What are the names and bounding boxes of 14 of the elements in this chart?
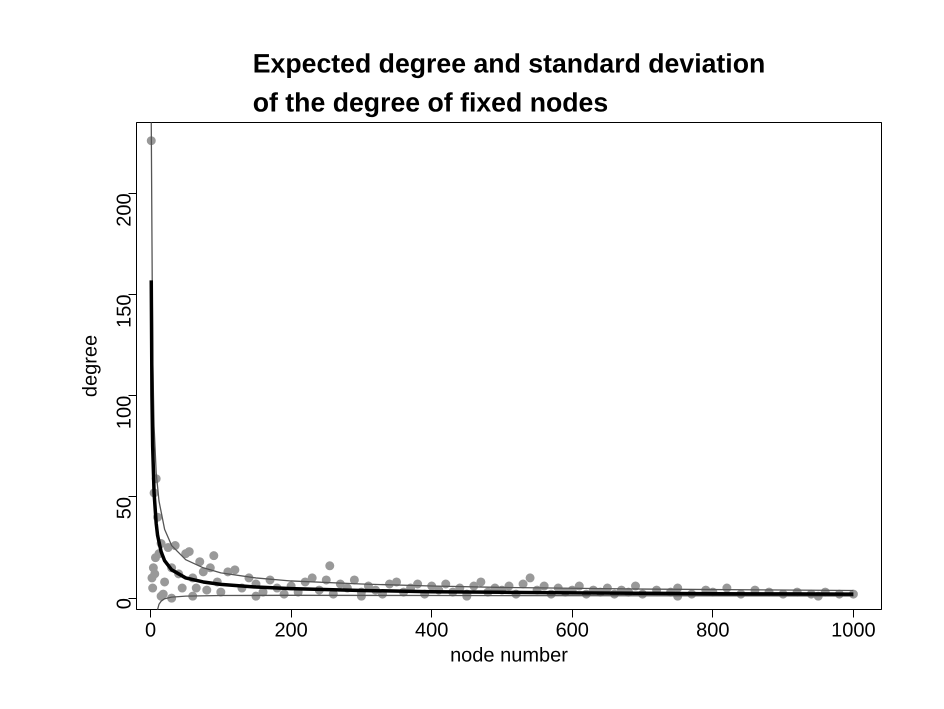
x-tick-label: 0 <box>144 620 156 642</box>
y-axis-title: degree <box>80 334 102 398</box>
x-axis-title: node number <box>450 644 568 666</box>
y-tick-label: 50 <box>114 496 136 520</box>
x-tick-label: 400 <box>415 620 448 642</box>
x-tick-label: 1000 <box>831 620 876 642</box>
y-tick-label: 0 <box>114 598 136 610</box>
y-tick-label: 100 <box>114 396 136 430</box>
y-tick-label: 200 <box>114 193 136 227</box>
y-tick-label: 150 <box>114 294 136 328</box>
x-tick-label: 800 <box>696 620 730 642</box>
x-tick-label: 200 <box>274 620 308 642</box>
chart-title: Expected degree and standard deviation of the degree of fixed nodes <box>252 48 766 118</box>
x-tick-label: 600 <box>556 620 589 642</box>
